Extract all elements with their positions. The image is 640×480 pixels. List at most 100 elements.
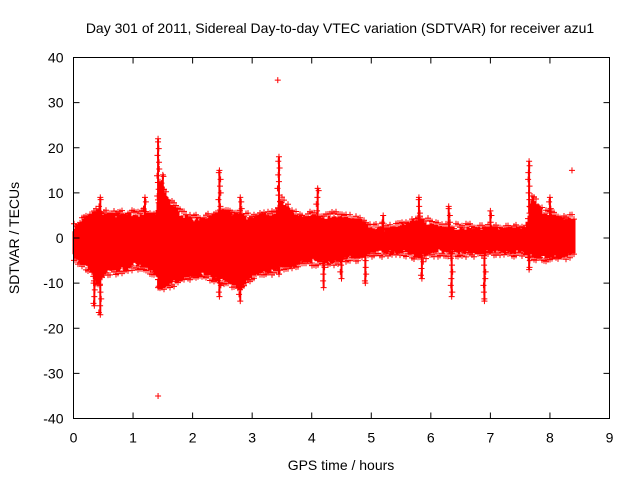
data-point [91, 286, 98, 293]
data-point [449, 262, 456, 269]
data-point [547, 212, 554, 219]
data-point [274, 264, 281, 271]
data-point [488, 212, 495, 219]
data-point [274, 185, 281, 192]
data-point [320, 271, 327, 278]
data-point [275, 192, 282, 199]
data-point [526, 196, 533, 203]
data-point [338, 262, 345, 269]
data-point [420, 258, 427, 265]
data-layer [71, 77, 577, 399]
data-point [154, 152, 161, 159]
data-point [96, 203, 103, 210]
data-point [237, 298, 244, 305]
data-point [361, 250, 368, 257]
data-point [141, 212, 148, 219]
data-point [447, 219, 454, 226]
data-point [156, 159, 163, 166]
y-tick-label: -30 [43, 365, 63, 381]
data-point [216, 293, 223, 300]
data-point [98, 295, 105, 302]
data-point [275, 178, 282, 185]
data-point [216, 183, 223, 190]
data-point [525, 176, 532, 183]
data-point [362, 257, 369, 264]
x-tick-label: 5 [367, 430, 375, 446]
data-point [448, 275, 455, 282]
data-point [546, 194, 553, 201]
data-point [415, 194, 422, 201]
data-point [237, 212, 244, 219]
data-point [526, 183, 533, 190]
data-point [154, 193, 161, 200]
data-point [445, 225, 452, 232]
data-point [487, 219, 494, 226]
data-point [217, 189, 224, 196]
y-tick-label: 40 [48, 50, 64, 66]
data-point [155, 186, 162, 193]
y-tick-label: 10 [48, 185, 64, 201]
data-point [97, 311, 104, 318]
data-point [321, 264, 328, 271]
data-point [154, 179, 161, 186]
data-point [314, 194, 321, 201]
data-point [526, 210, 533, 217]
data-point [275, 271, 282, 278]
data-point [155, 283, 162, 290]
data-point [526, 203, 533, 210]
data-point [481, 255, 488, 262]
x-tick-label: 6 [427, 430, 435, 446]
y-axis-label: SDTVAR / TECUs [6, 182, 22, 294]
data-point [379, 219, 386, 226]
data-point [275, 171, 282, 178]
chart-title: Day 301 of 2011, Sidereal Day-to-day VTE… [86, 20, 595, 36]
data-point [277, 198, 284, 205]
data-point [96, 282, 103, 289]
data-point [448, 293, 455, 300]
data-point [447, 282, 454, 289]
data-point [526, 266, 533, 273]
data-point [446, 212, 453, 219]
x-axis-label: GPS time / hours [288, 457, 395, 473]
data-point [482, 268, 489, 275]
data-point [445, 203, 452, 210]
data-point [339, 255, 346, 262]
data-point [417, 272, 424, 279]
data-point [275, 153, 282, 160]
data-point [98, 210, 105, 217]
data-point [320, 284, 327, 291]
x-tick-label: 7 [486, 430, 494, 446]
data-point [96, 275, 103, 282]
data-point [362, 280, 369, 287]
data-point [525, 250, 532, 257]
data-point [238, 198, 245, 205]
data-point [481, 298, 488, 305]
data-point [338, 275, 345, 282]
data-point [526, 257, 533, 264]
data-point [418, 275, 425, 282]
x-tick-label: 0 [70, 430, 78, 446]
data-point [155, 145, 162, 152]
data-point [97, 194, 104, 201]
data-point [416, 203, 423, 210]
data-point [313, 201, 320, 208]
data-point [154, 172, 161, 179]
data-point [320, 277, 327, 284]
x-tick-label: 8 [546, 430, 554, 446]
data-point [525, 169, 532, 176]
data-point [155, 276, 162, 283]
data-point [418, 265, 425, 272]
data-point [217, 203, 224, 210]
y-tick-label: -10 [43, 275, 63, 291]
data-point [275, 205, 282, 212]
data-point [237, 194, 244, 201]
data-point [236, 291, 243, 298]
data-point [314, 214, 321, 221]
data-point [480, 289, 487, 296]
data-point [488, 225, 495, 232]
data-point [97, 289, 104, 296]
data-point [215, 196, 222, 203]
data-point [449, 289, 456, 296]
data-point [155, 284, 162, 291]
